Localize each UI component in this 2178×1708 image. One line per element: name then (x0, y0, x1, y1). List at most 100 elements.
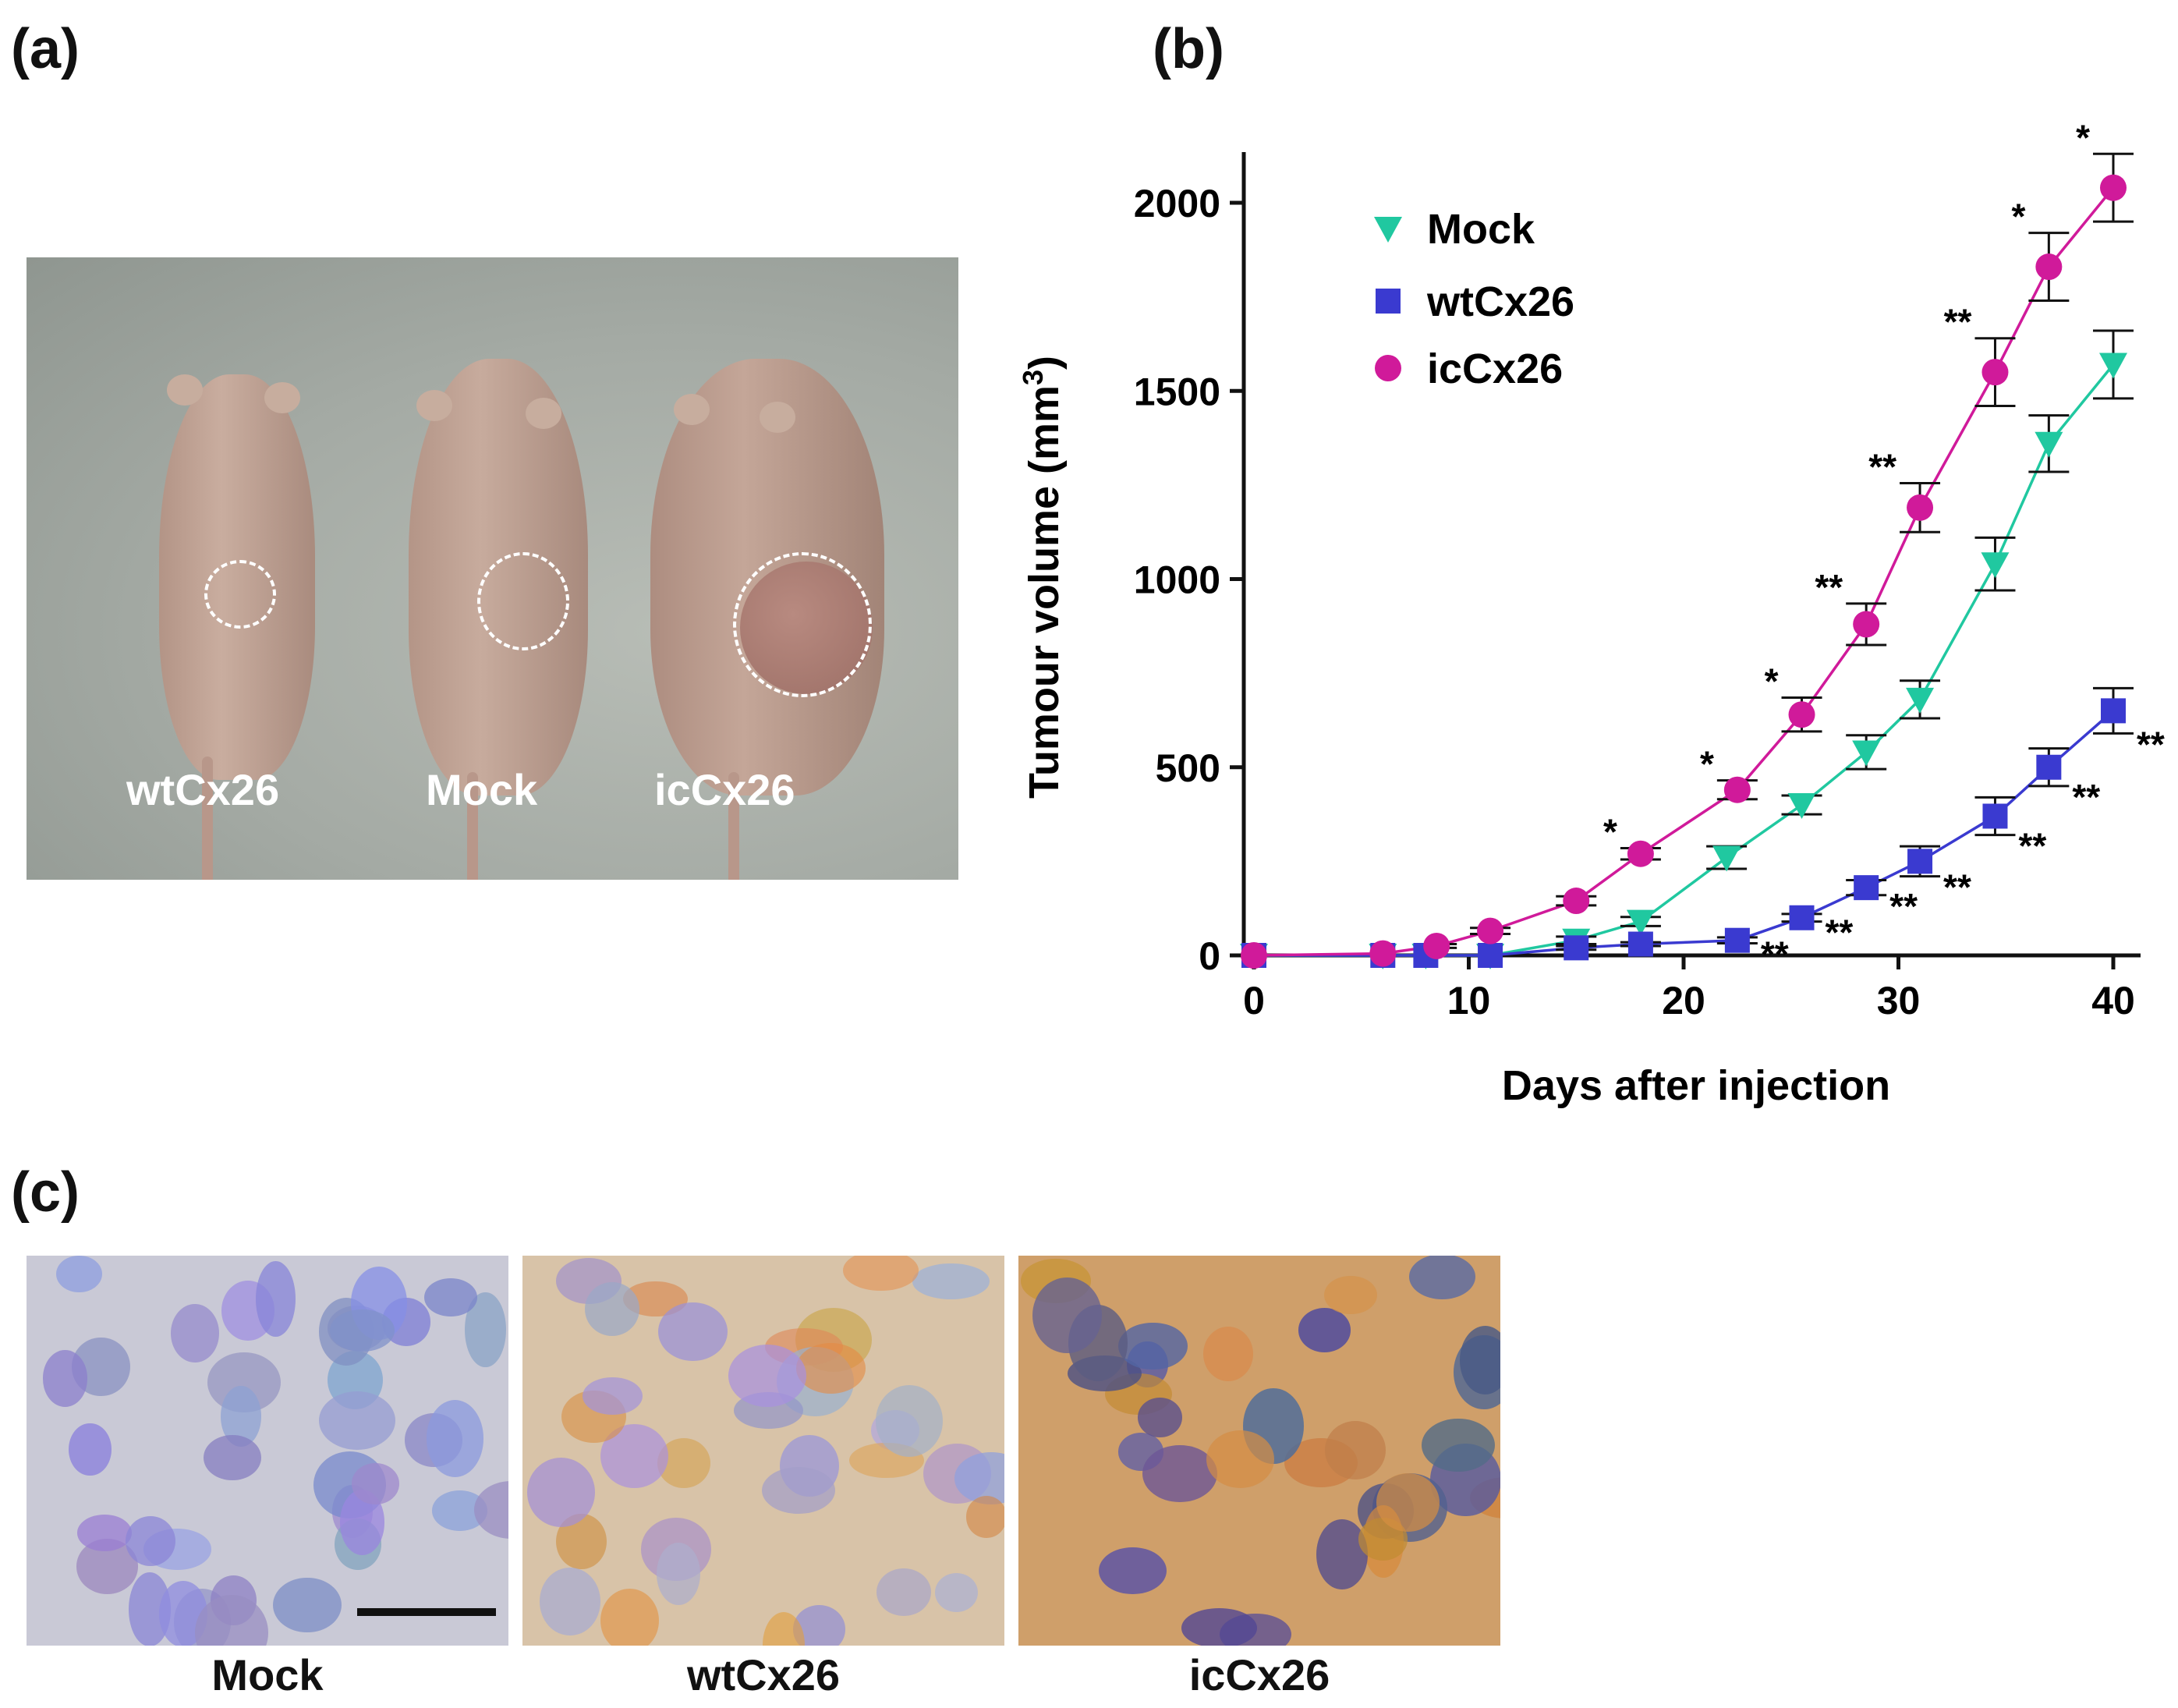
mouse-ear (760, 402, 795, 433)
x-tick-label: 40 (2091, 979, 2135, 1022)
significance-mark: ** (1761, 934, 1789, 975)
data-point-mock (1852, 740, 1881, 767)
histology-label-iccx26: icCx26 (1188, 1650, 1330, 1699)
legend-marker-wtcx26 (1376, 289, 1401, 314)
significance-mark: ** (1944, 302, 1972, 342)
data-point-mock (2035, 431, 2063, 458)
cell-nucleus (843, 1256, 919, 1292)
cell-nucleus (423, 1277, 477, 1317)
data-point-iccx26 (1981, 359, 2009, 386)
data-point-wtcx26 (1982, 803, 2008, 829)
cell-nucleus (1142, 1444, 1218, 1503)
mouse-label-mock: Mock (426, 765, 538, 814)
data-point-iccx26 (2100, 174, 2127, 201)
cell-nucleus (1298, 1308, 1351, 1352)
data-point-wtcx26 (1907, 849, 1933, 874)
histology-wtcx26 (522, 1256, 1004, 1646)
data-point-iccx26 (1907, 494, 1934, 521)
cell-nucleus (1408, 1256, 1475, 1300)
data-point-iccx26 (1241, 942, 1267, 969)
cell-nucleus (876, 1568, 932, 1617)
significance-mark: ** (2137, 724, 2165, 764)
cell-nucleus (125, 1516, 175, 1567)
significance-mark: * (2011, 197, 2025, 237)
significance-mark: * (1603, 811, 1617, 852)
cell-nucleus (583, 1377, 643, 1416)
histology-iccx26 (1018, 1256, 1500, 1646)
cell-nucleus (204, 1434, 262, 1481)
data-point-iccx26 (1627, 840, 1654, 867)
data-point-wtcx26 (1478, 943, 1503, 968)
cell-nucleus (69, 1423, 112, 1476)
cell-nucleus (1137, 1398, 1182, 1437)
cell-nucleus (600, 1588, 660, 1646)
mouse-label-iccx26: icCx26 (654, 765, 795, 814)
data-point-mock (1906, 687, 1935, 714)
data-point-iccx26 (1477, 917, 1504, 944)
data-point-wtcx26 (1627, 931, 1653, 957)
cell-nucleus (56, 1256, 102, 1292)
mouse-ear (167, 374, 203, 406)
legend-label-iccx26: icCx26 (1427, 345, 1563, 392)
data-point-wtcx26 (1564, 935, 1589, 961)
significance-mark: ** (2072, 777, 2100, 817)
legend-label-mock: Mock (1427, 206, 1535, 253)
x-tick-label: 10 (1447, 979, 1491, 1022)
histology-mock (27, 1256, 508, 1646)
cell-nucleus (540, 1568, 600, 1635)
tumour-circle-iccx26 (733, 552, 872, 697)
panel-label-a: (a) (11, 18, 80, 80)
cell-nucleus (352, 1463, 399, 1504)
data-point-iccx26 (2035, 253, 2063, 281)
chart-axes: 0 500 1000 1500 2000 0 10 20 30 40 (1134, 152, 2141, 1022)
cell-nucleus (426, 1400, 483, 1477)
cell-nucleus (728, 1345, 806, 1407)
cell-nucleus (657, 1542, 701, 1606)
data-point-wtcx26 (2036, 754, 2062, 780)
mouse-ear (526, 398, 561, 429)
tumour-circle-mock (477, 552, 569, 650)
mouse-tail (728, 772, 739, 880)
data-point-mock (1712, 845, 1741, 872)
cell-nucleus (318, 1391, 396, 1451)
cell-nucleus (795, 1342, 866, 1394)
cell-nucleus (1202, 1326, 1254, 1382)
significance-mark: ** (1889, 886, 1918, 927)
mouse-ear (674, 394, 710, 425)
significance-mark: ** (1943, 867, 1971, 908)
chart-markers (1240, 174, 2127, 969)
cell-nucleus (255, 1260, 296, 1338)
cell-nucleus (1181, 1608, 1257, 1646)
chart-annotations: ***************** ******** (1603, 117, 2165, 974)
series-line-mock (1254, 363, 2115, 957)
data-point-iccx26 (1788, 701, 1815, 728)
cell-nucleus (658, 1302, 728, 1362)
significance-mark: * (1700, 744, 1714, 785)
cell-nucleus (1316, 1518, 1368, 1590)
data-point-wtcx26 (2101, 698, 2126, 724)
data-point-wtcx26 (1789, 905, 1815, 930)
x-tick-label: 0 (1243, 979, 1265, 1022)
significance-mark: ** (2018, 826, 2046, 866)
scale-bar (357, 1608, 496, 1616)
data-point-wtcx26 (1854, 875, 1879, 901)
mouse-label-wtcx26: wtCx26 (126, 765, 280, 814)
panel-label-b: (b) (1153, 18, 1224, 80)
cell-nucleus (1118, 1322, 1188, 1370)
data-point-wtcx26 (1724, 927, 1750, 953)
significance-mark: ** (1868, 446, 1896, 487)
y-tick-label: 0 (1199, 934, 1220, 978)
data-point-iccx26 (1369, 940, 1397, 967)
significance-mark: * (2076, 117, 2090, 158)
cell-nucleus (42, 1350, 87, 1407)
x-tick-label: 30 (1877, 979, 1921, 1022)
cell-nucleus (912, 1263, 990, 1299)
y-tick-label: 2000 (1134, 182, 1220, 225)
significance-mark: * (1765, 661, 1779, 701)
mice-photo: wtCx26 Mock icCx26 (27, 257, 958, 880)
significance-mark: ** (1826, 912, 1854, 953)
cell-nucleus (527, 1458, 596, 1527)
cell-nucleus (474, 1480, 508, 1540)
legend-label-wtcx26: wtCx26 (1426, 278, 1574, 325)
